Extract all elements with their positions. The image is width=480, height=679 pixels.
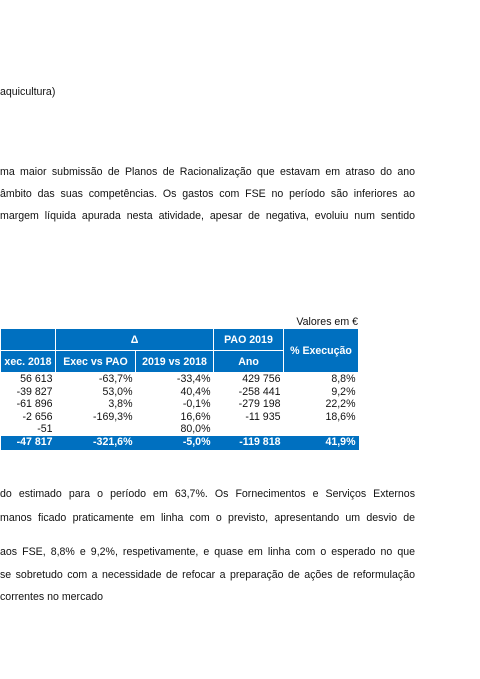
header-cell: Ano [213, 350, 284, 373]
table-cell: -33,4% [176, 373, 211, 385]
table-cell: -11 935 [245, 410, 281, 423]
text-line: margem líquida apurada nesta atividade, … [0, 210, 415, 222]
table-cell: 41,9% [283, 435, 359, 450]
table-cell [284, 423, 359, 436]
text-line: se sobretudo com a necessidade de refoca… [0, 569, 415, 581]
header-cell: Δ [55, 328, 214, 351]
table-cell: 16,6% [180, 410, 211, 423]
table-cell: 3,8% [108, 398, 133, 410]
table-cell: 22,2% [325, 398, 356, 410]
table-cell: -169,3% [93, 410, 133, 423]
text-line: do estimado para o período em 63,7%. Os … [0, 488, 415, 500]
table-cell: 56 613 [20, 373, 53, 385]
table-row: -2 656 -169,3% 16,6% -11 935 18,6% [1, 411, 359, 424]
table-cell: 18,6% [325, 410, 356, 423]
header-cell: 2019 vs 2018 [135, 350, 214, 373]
header-cell: Exec vs PAO [55, 350, 136, 373]
table-cell: -5,0% [135, 435, 214, 450]
table-row: -61 896 3,8% -0,1% -279 198 22,2% [1, 398, 359, 411]
table-cell: -119 818 [213, 435, 284, 450]
heading: aquicultura) [0, 86, 56, 98]
table-row: -51 80,0% [1, 423, 359, 436]
text-line: ma maior submissão de Planos de Racional… [0, 166, 415, 178]
header-cell [0, 328, 56, 351]
table-cell: -51 [37, 423, 53, 435]
table-cell: -2 656 [22, 410, 53, 423]
table-cell: 9,2% [331, 385, 356, 398]
table-cell: -321,6% [55, 435, 136, 450]
table-cell: 8,8% [331, 373, 356, 385]
table-cell: 429 756 [242, 373, 281, 385]
table-cell: -258 441 [238, 385, 281, 398]
text-line: aos FSE, 8,8% e 9,2%, respetivamente, e … [0, 546, 415, 558]
table-row: 56 613 -63,7% -33,4% 429 756 8,8% [1, 373, 359, 386]
header-cell: % Execução [283, 328, 359, 373]
table-cell: -47 817 [0, 435, 56, 450]
budget-table: Δ PAO 2019 % Execução xec. 2018 Exec vs P… [0, 328, 359, 450]
table-cell: -279 198 [238, 398, 281, 410]
table-cell: -39 827 [16, 385, 53, 398]
table-cell: -61 896 [16, 398, 53, 410]
text-line: manos ficado praticamente em linha com o… [0, 512, 415, 524]
total-row: -47 817 -321,6% -5,0% -119 818 41,9% [0, 435, 359, 450]
header-cell: xec. 2018 [0, 350, 56, 373]
table-cell: -63,7% [98, 373, 133, 385]
table-cell: 40,4% [180, 385, 211, 398]
table-cell [214, 423, 284, 436]
text-line: correntes no mercado [0, 591, 104, 603]
table-cell: -0,1% [182, 398, 211, 410]
table-cell: 80,0% [180, 423, 211, 435]
text-line: âmbito das suas competências. Os gastos … [0, 188, 415, 200]
table-row: -39 827 53,0% 40,4% -258 441 9,2% [1, 386, 359, 399]
table-cell [56, 423, 136, 436]
table-cell: 53,0% [102, 385, 133, 398]
unit-note: Valores em € [296, 316, 358, 328]
header-cell: PAO 2019 [213, 328, 284, 351]
